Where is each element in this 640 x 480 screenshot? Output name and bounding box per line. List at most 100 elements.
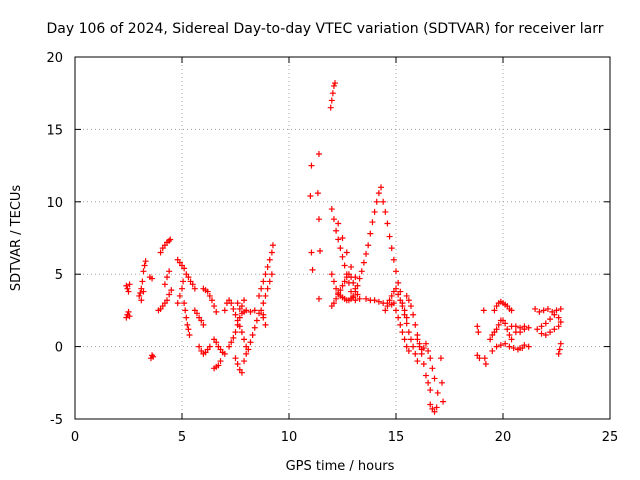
data-point bbox=[126, 313, 133, 320]
data-point bbox=[234, 360, 241, 367]
data-point bbox=[393, 307, 399, 314]
data-point bbox=[198, 317, 205, 324]
data-point bbox=[215, 362, 222, 369]
data-point bbox=[335, 291, 342, 298]
data-point bbox=[384, 220, 391, 227]
data-point bbox=[388, 292, 395, 299]
data-point bbox=[506, 332, 513, 339]
data-point bbox=[371, 208, 378, 215]
data-point bbox=[243, 307, 250, 314]
data-point bbox=[532, 305, 539, 312]
data-point bbox=[196, 343, 203, 350]
data-point bbox=[266, 278, 273, 285]
data-point bbox=[375, 298, 382, 305]
data-point bbox=[262, 292, 269, 299]
data-point bbox=[508, 336, 515, 343]
data-point bbox=[330, 82, 337, 89]
data-point bbox=[262, 271, 269, 278]
data-point bbox=[386, 233, 393, 240]
data-point bbox=[234, 300, 241, 307]
data-point bbox=[431, 375, 438, 382]
data-point bbox=[181, 265, 188, 272]
data-point bbox=[542, 332, 549, 339]
data-point bbox=[206, 292, 213, 299]
data-point bbox=[410, 311, 417, 318]
data-point bbox=[330, 300, 337, 307]
data-point bbox=[401, 336, 408, 343]
data-point bbox=[232, 329, 239, 336]
data-point bbox=[243, 350, 250, 357]
x-tick-label: 20 bbox=[495, 430, 512, 445]
data-point bbox=[557, 305, 564, 312]
data-point bbox=[551, 311, 558, 318]
data-point bbox=[221, 307, 228, 314]
data-point bbox=[481, 355, 488, 362]
data-point bbox=[403, 292, 410, 299]
data-point bbox=[269, 242, 276, 249]
data-point bbox=[356, 275, 363, 282]
data-point bbox=[495, 321, 502, 328]
data-point bbox=[555, 323, 562, 330]
data-point bbox=[330, 216, 337, 223]
data-point bbox=[420, 360, 427, 367]
y-tick-label: 10 bbox=[46, 196, 63, 211]
data-point bbox=[343, 249, 350, 256]
data-point bbox=[429, 365, 436, 372]
x-axis-label: GPS time / hours bbox=[286, 459, 395, 474]
data-point bbox=[189, 281, 196, 288]
data-point bbox=[475, 329, 482, 336]
data-point bbox=[474, 323, 481, 330]
data-point bbox=[314, 190, 321, 197]
data-point bbox=[378, 184, 385, 191]
data-point bbox=[521, 326, 528, 333]
data-point bbox=[493, 326, 500, 333]
data-point bbox=[184, 321, 191, 328]
plot-frame bbox=[74, 56, 611, 420]
data-point bbox=[373, 198, 380, 205]
data-point bbox=[403, 320, 410, 327]
data-point bbox=[410, 343, 417, 350]
data-point bbox=[414, 336, 421, 343]
data-point bbox=[384, 303, 391, 310]
data-point bbox=[166, 268, 173, 275]
data-point bbox=[332, 80, 339, 87]
data-point bbox=[247, 308, 254, 315]
data-point bbox=[211, 303, 218, 310]
data-point bbox=[164, 297, 171, 304]
data-point bbox=[238, 303, 245, 310]
data-point bbox=[262, 321, 269, 328]
data-point bbox=[407, 303, 414, 310]
data-point bbox=[137, 290, 144, 297]
data-point bbox=[174, 300, 181, 307]
data-point bbox=[251, 307, 258, 314]
data-point bbox=[161, 281, 168, 288]
data-point bbox=[238, 369, 245, 376]
data-point bbox=[517, 329, 524, 336]
data-point bbox=[260, 300, 267, 307]
data-point bbox=[150, 353, 157, 360]
data-point bbox=[264, 263, 271, 270]
data-point bbox=[141, 262, 148, 269]
data-point bbox=[327, 104, 334, 111]
data-point bbox=[395, 314, 402, 321]
data-point bbox=[369, 219, 376, 226]
data-point bbox=[234, 321, 241, 328]
data-point bbox=[329, 90, 336, 97]
y-tick-label: 15 bbox=[46, 123, 63, 138]
data-point bbox=[480, 307, 487, 314]
data-point bbox=[167, 236, 174, 243]
data-point bbox=[365, 242, 372, 249]
data-point bbox=[390, 300, 397, 307]
data-point bbox=[266, 256, 273, 263]
data-point bbox=[140, 288, 147, 295]
data-point bbox=[433, 404, 440, 411]
data-point bbox=[185, 274, 192, 281]
data-point bbox=[375, 190, 382, 197]
data-point bbox=[517, 345, 524, 352]
data-point bbox=[221, 350, 228, 357]
data-point bbox=[437, 355, 444, 362]
data-point bbox=[343, 271, 350, 278]
data-point bbox=[236, 314, 243, 321]
data-point bbox=[439, 379, 446, 386]
